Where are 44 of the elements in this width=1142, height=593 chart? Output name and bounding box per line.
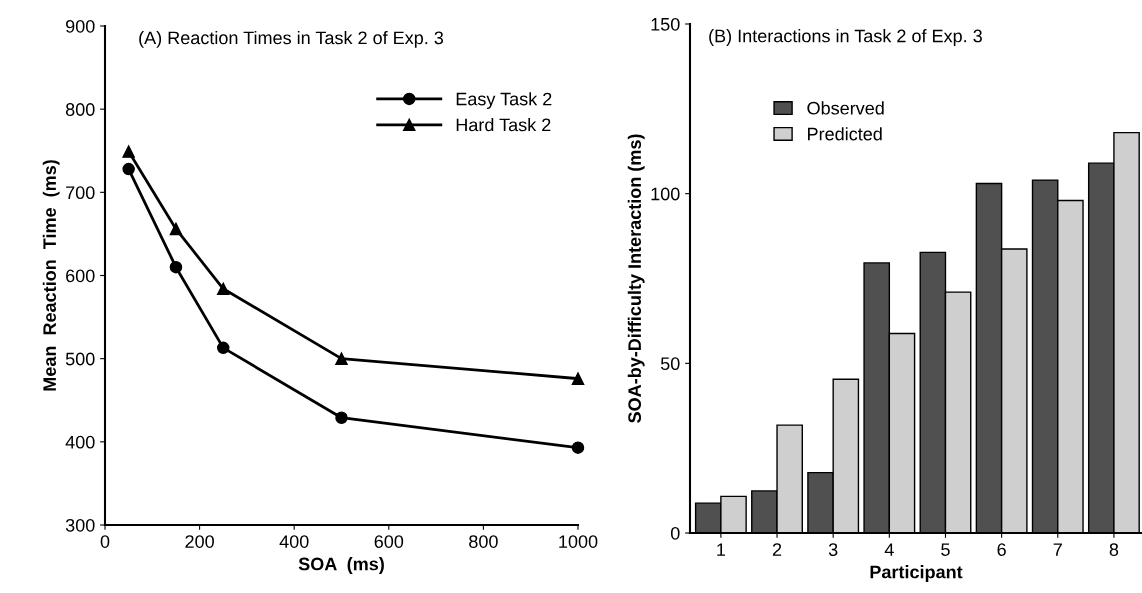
x-tick-label: 400 [279,535,309,548]
x-tick-label: 4 [884,543,894,556]
point [571,372,585,385]
point [169,260,183,274]
y-tick-label: 700 [66,186,95,200]
x-tick-label: 1 [717,543,726,556]
x-tick-label: 7 [1053,543,1062,556]
x-tick-label: 0 [100,535,110,548]
point [335,352,348,365]
y-tick-label: 100 [651,187,680,201]
chart-title: (A) Reaction Times in Task 2 of Exp. 3 [139,30,444,48]
point [571,441,585,454]
legend-label: Hard Task 2 [456,118,551,132]
y-tick-label: 900 [66,19,95,33]
x-tick-label: 600 [374,535,404,548]
x-tick-label: 8 [1109,543,1119,556]
y-tick-label: 400 [65,435,95,449]
point [335,411,348,424]
legend-label: Observed [807,101,884,115]
y-tick-label: 500 [65,352,95,366]
x-axis-title: SOA (ms) [298,557,384,574]
y-tick-label: 300 [65,518,95,532]
point [122,145,135,158]
x-tick-label: 1000 [559,535,598,548]
y-tick-label: 150 [651,17,680,31]
y-axis-title: Mean Reaction Time (ms) [42,160,60,391]
x-tick-label: 200 [185,535,214,548]
x-tick-label: 800 [469,535,498,548]
x-tick-label: 6 [997,543,1006,556]
point [216,341,230,355]
y-tick-label: 600 [66,269,95,283]
chart-title: (B) Interactions in Task 2 of Exp. 3 [709,29,982,46]
point [216,282,230,296]
x-tick-label: 3 [828,543,838,556]
x-tick-label: 2 [772,543,782,556]
point [122,162,135,176]
legend-label: Predicted [808,127,882,141]
y-tick-label: 50 [660,357,680,371]
legend-label: Easy Task 2 [456,92,552,109]
x-axis-title: Participant [870,565,963,582]
x-tick-label: 5 [941,543,950,556]
point [169,222,183,236]
y-tick-label: 800 [65,103,95,116]
y-axis-title: SOA-by-Difficulty Interaction (ms) [627,134,645,423]
